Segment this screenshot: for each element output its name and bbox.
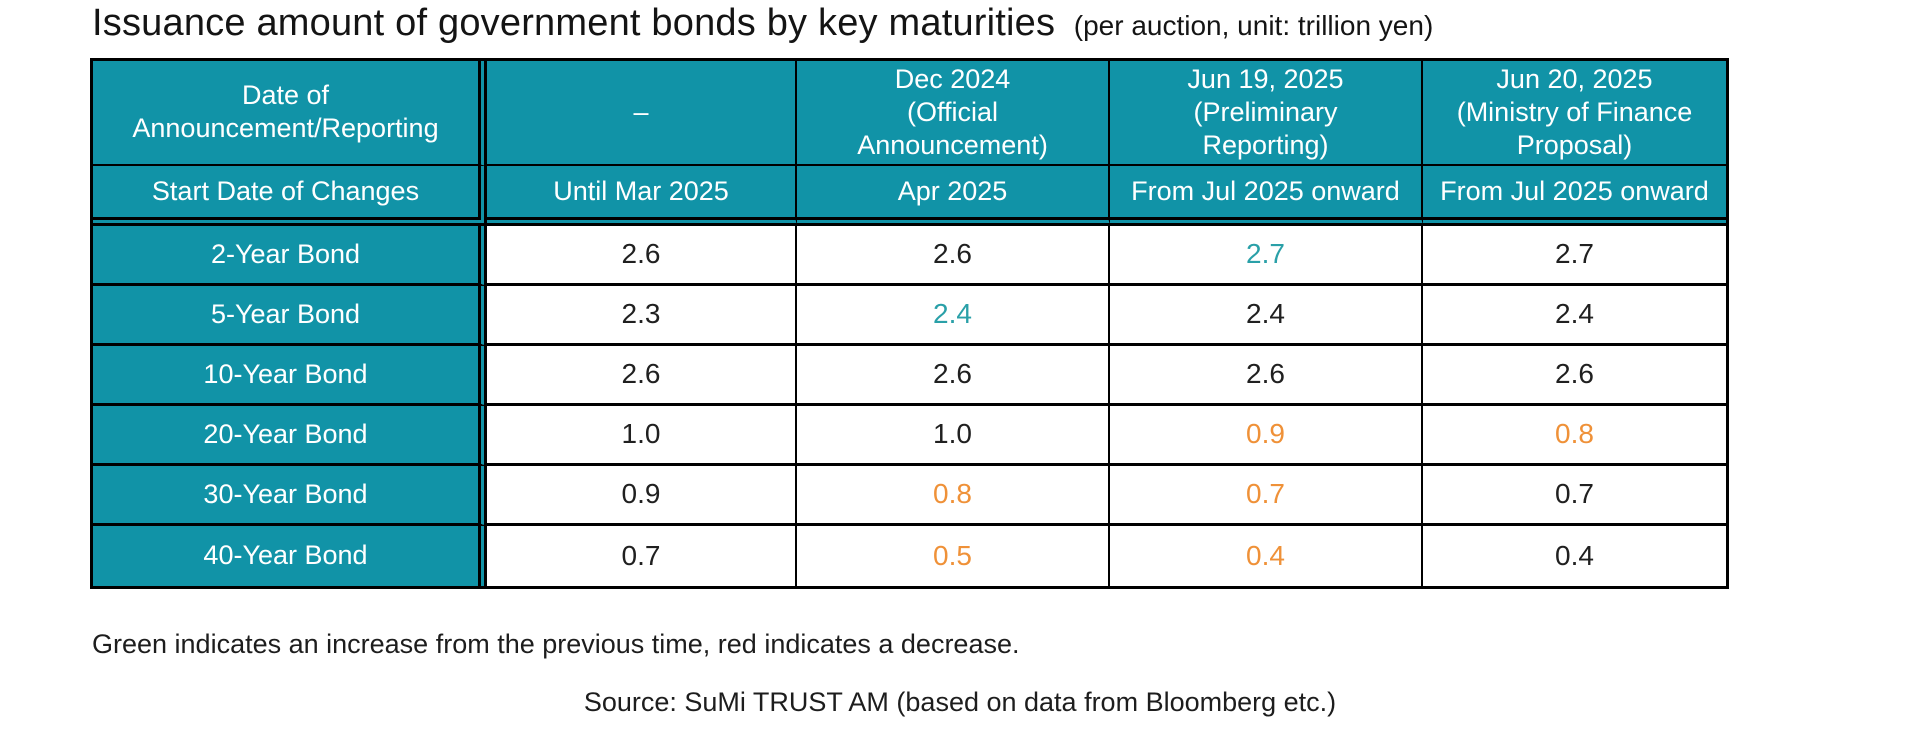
table-row-5-year: 5-Year Bond 2.3 2.4 2.4 2.4	[93, 285, 1726, 346]
header-cell-apr-2025: Apr 2025	[797, 165, 1110, 226]
table-row-40-year: 40-Year Bond 0.7 0.5 0.4 0.4	[93, 525, 1726, 586]
page-title-unit-note: (per auction, unit: trillion yen)	[1073, 10, 1434, 41]
value-cell: 2.6	[1423, 345, 1726, 406]
header-cell-until-mar-2025: Until Mar 2025	[487, 165, 797, 226]
value-cell: 2.6	[487, 345, 797, 406]
header-cell-dash: –	[487, 61, 797, 166]
value-cell: 2.6	[1110, 345, 1423, 406]
row-label: 40-Year Bond	[93, 525, 487, 586]
value-cell: 0.4	[1423, 525, 1726, 586]
header-cell-dec-2024: Dec 2024 (Official Announcement)	[797, 61, 1110, 166]
value-cell: 2.6	[487, 225, 797, 286]
header-cell-announcement-date-label: Date of Announcement/Reporting	[93, 61, 487, 166]
page-title: Issuance amount of government bonds by k…	[92, 2, 1433, 45]
table-row-20-year: 20-Year Bond 1.0 1.0 0.9 0.8	[93, 405, 1726, 466]
value-cell: 0.9	[487, 465, 797, 526]
bond-issuance-table: Date of Announcement/Reporting – Dec 202…	[90, 58, 1729, 589]
value-cell: 2.6	[797, 225, 1110, 286]
value-cell: 0.9	[1110, 405, 1423, 466]
header-cell-from-jul-2025-a: From Jul 2025 onward	[1110, 165, 1423, 226]
color-legend-footnote: Green indicates an increase from the pre…	[92, 629, 1020, 659]
page-title-main: Issuance amount of government bonds by k…	[92, 2, 1056, 44]
source-attribution: Source: SuMi TRUST AM (based on data fro…	[583, 687, 1337, 717]
header-row-start-date: Start Date of Changes Until Mar 2025 Apr…	[93, 165, 1726, 226]
table-header: Date of Announcement/Reporting – Dec 202…	[93, 61, 1726, 226]
value-cell: 2.6	[797, 345, 1110, 406]
header-cell-from-jul-2025-b: From Jul 2025 onward	[1423, 165, 1726, 226]
row-label: 10-Year Bond	[93, 345, 487, 406]
value-cell: 1.0	[487, 405, 797, 466]
header-cell-start-date-label: Start Date of Changes	[93, 165, 487, 226]
table-row-2-year: 2-Year Bond 2.6 2.6 2.7 2.7	[93, 225, 1726, 286]
value-cell: 2.3	[487, 285, 797, 346]
value-cell: 0.7	[487, 525, 797, 586]
row-label: 20-Year Bond	[93, 405, 487, 466]
row-label: 30-Year Bond	[93, 465, 487, 526]
value-cell: 2.4	[797, 285, 1110, 346]
value-cell: 0.8	[1423, 405, 1726, 466]
value-cell: 0.7	[1423, 465, 1726, 526]
header-cell-jun-20-2025: Jun 20, 2025 (Ministry of Finance Propos…	[1423, 61, 1726, 166]
table-row-30-year: 30-Year Bond 0.9 0.8 0.7 0.7	[93, 465, 1726, 526]
table-row-10-year: 10-Year Bond 2.6 2.6 2.6 2.6	[93, 345, 1726, 406]
value-cell: 2.4	[1423, 285, 1726, 346]
value-cell: 0.5	[797, 525, 1110, 586]
value-cell: 0.8	[797, 465, 1110, 526]
value-cell: 0.7	[1110, 465, 1423, 526]
header-cell-jun-19-2025: Jun 19, 2025 (Preliminary Reporting)	[1110, 61, 1423, 166]
table-body: 2-Year Bond 2.6 2.6 2.7 2.7 5-Year Bond …	[93, 225, 1726, 586]
value-cell: 1.0	[797, 405, 1110, 466]
value-cell: 2.7	[1110, 225, 1423, 286]
value-cell: 2.4	[1110, 285, 1423, 346]
value-cell: 0.4	[1110, 525, 1423, 586]
row-label: 5-Year Bond	[93, 285, 487, 346]
header-row-announcement-date: Date of Announcement/Reporting – Dec 202…	[93, 61, 1726, 166]
row-label: 2-Year Bond	[93, 225, 487, 286]
value-cell: 2.7	[1423, 225, 1726, 286]
